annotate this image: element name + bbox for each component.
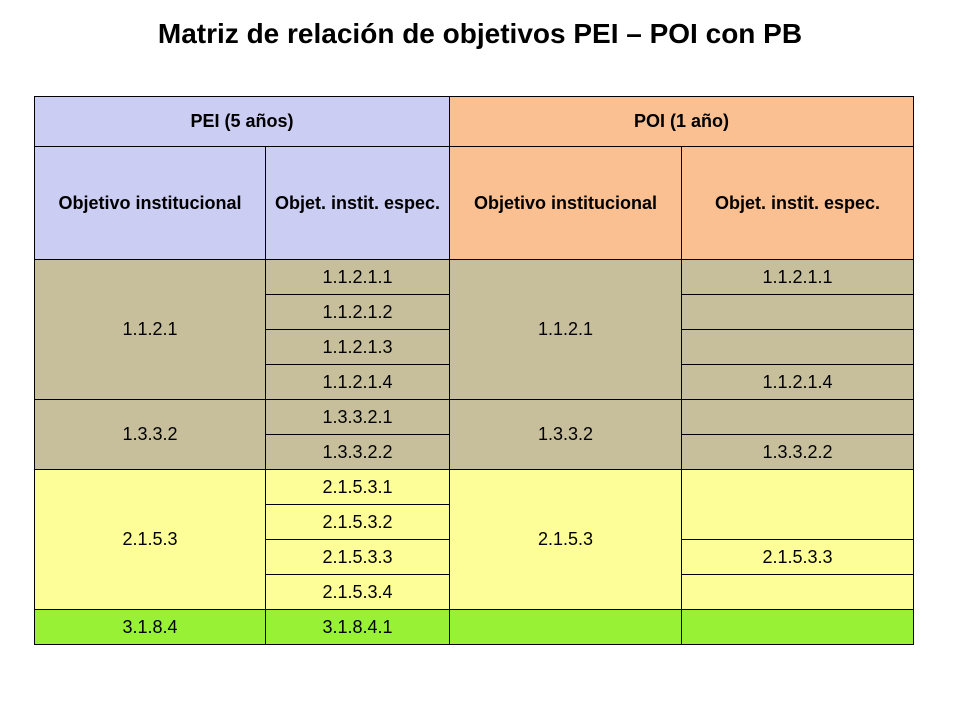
header-row-plans: PEI (5 años) POI (1 año) — [34, 96, 915, 147]
pei-specific-cell: 1.3.3.2.1 — [265, 399, 450, 435]
poi-specific-cell — [680, 294, 915, 330]
pei-specific-header: Objet. instit. espec. — [265, 146, 450, 260]
poi-specific-header: Objet. instit. espec. — [680, 146, 915, 260]
pei-objective-header: Objetivo institucional — [34, 146, 266, 260]
poi-specific-cell — [680, 469, 915, 540]
objectives-matrix-table: PEI (5 años) POI (1 año) Objetivo instit… — [34, 96, 915, 645]
poi-specific-cell: 1.1.2.1.4 — [680, 364, 915, 400]
pei-specific-cell: 1.1.2.1.2 — [265, 294, 450, 330]
pei-objective-cell: 3.1.8.4 — [34, 609, 266, 645]
table-row: 2.1.5.3 2.1.5.3.1 2.1.5.3 — [34, 469, 915, 610]
poi-objective-header: Objetivo institucional — [449, 146, 682, 260]
poi-specific-cell: 2.1.5.3.3 — [680, 539, 915, 575]
poi-specific-cell: 1.3.3.2.2 — [680, 434, 915, 470]
table-row: 3.1.8.4 3.1.8.4.1 — [34, 609, 915, 645]
poi-objective-cell — [449, 609, 682, 645]
poi-objective-cell: 1.3.3.2 — [449, 399, 682, 470]
poi-specific-cell: 1.1.2.1.1 — [680, 259, 915, 295]
pei-specific-cell: 2.1.5.3.2 — [265, 504, 450, 540]
slide-title: Matriz de relación de objetivos PEI – PO… — [157, 18, 803, 49]
pei-specific-cell: 1.3.3.2.2 — [265, 434, 450, 470]
pei-specific-cell: 1.1.2.1.3 — [265, 329, 450, 365]
pei-specific-cell: 2.1.5.3.3 — [265, 539, 450, 575]
pei-objective-cell: 1.1.2.1 — [34, 259, 266, 400]
pei-specific-cell: 2.1.5.3.4 — [265, 574, 450, 610]
pei-header: PEI (5 años) — [34, 96, 450, 147]
poi-specific-cell — [680, 574, 915, 610]
pei-objective-cell: 1.3.3.2 — [34, 399, 266, 470]
poi-specific-cell — [680, 399, 915, 435]
poi-header: POI (1 año) — [448, 96, 915, 147]
poi-specific-cell — [680, 329, 915, 365]
poi-specific-cell — [680, 609, 915, 645]
pei-specific-cell: 3.1.8.4.1 — [265, 609, 450, 645]
table-row: 1.3.3.2 1.3.3.2.1 1.3.3.2 — [34, 399, 915, 470]
poi-objective-cell: 2.1.5.3 — [449, 469, 682, 610]
header-row-columns: Objetivo institucional Objet. instit. es… — [34, 146, 915, 260]
pei-specific-cell: 1.1.2.1.1 — [265, 259, 450, 295]
pei-specific-cell: 1.1.2.1.4 — [265, 364, 450, 400]
pei-specific-cell: 2.1.5.3.1 — [265, 469, 450, 505]
poi-objective-cell: 1.1.2.1 — [449, 259, 682, 400]
table-row: 1.1.2.1 1.1.2.1.1 1.1.2.1 1.1.2.1.1 — [34, 259, 915, 400]
pei-objective-cell: 2.1.5.3 — [34, 469, 266, 610]
